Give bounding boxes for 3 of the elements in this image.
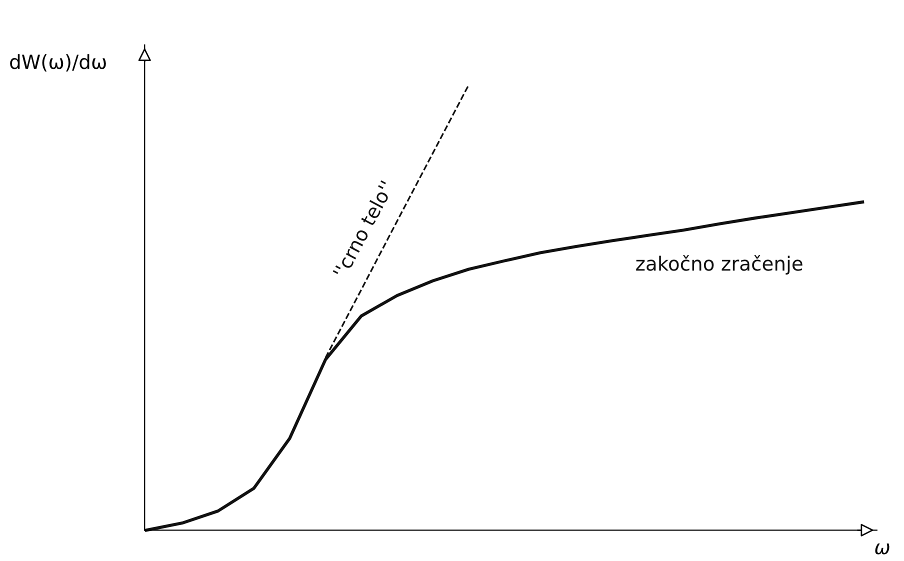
x-axis-title: ω [875,544,890,554]
y-axis-title: dW(ω)/dω [10,54,106,72]
series-label: zakočno zračenje [636,255,802,275]
